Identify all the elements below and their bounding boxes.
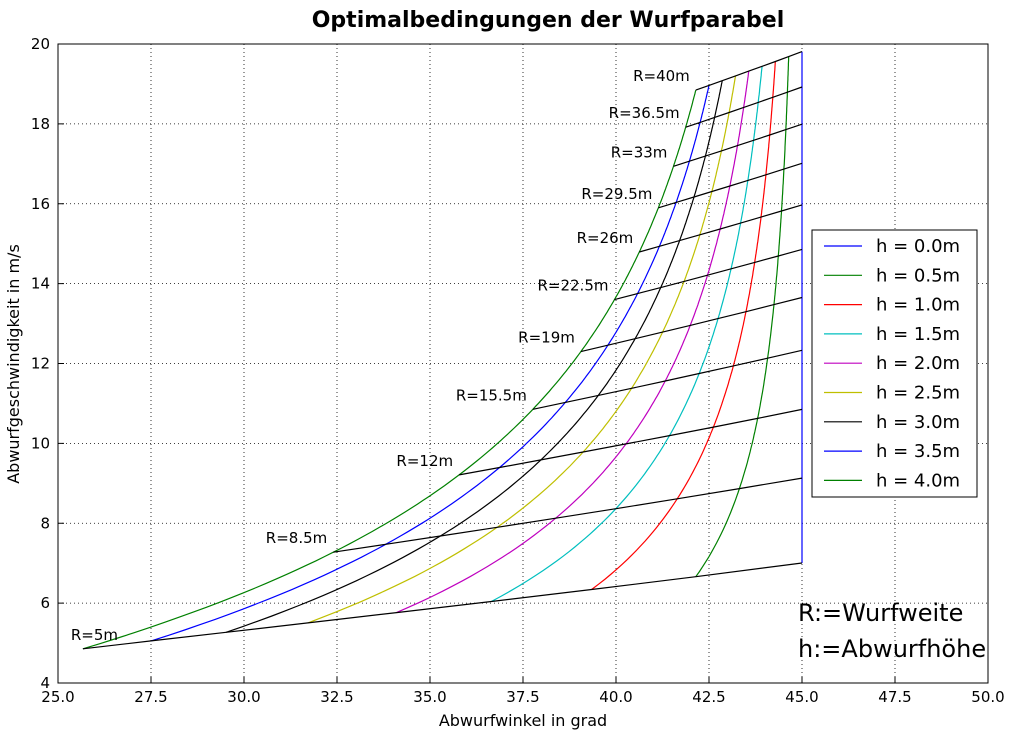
legend-label: h = 1.0m [876, 295, 960, 316]
annotation-height: h:=Abwurfhöhe [798, 635, 986, 663]
legend-label: h = 0.5m [876, 265, 960, 286]
series-line-h-3 [225, 80, 723, 633]
range-label: R=29.5m [581, 185, 652, 203]
range-line [532, 349, 803, 410]
y-tick-label: 12 [31, 355, 50, 373]
range-line [639, 204, 803, 253]
range-line [458, 408, 803, 476]
legend-label: h = 0.0m [876, 236, 960, 257]
curves: R=5m R=8.5m R=12m R=15.5m R=19m R=22.5m R=26m R… [71, 51, 803, 650]
y-tick-label: 18 [31, 115, 50, 133]
x-tick-label: 27.5 [134, 688, 167, 706]
range-line [580, 296, 803, 353]
range-line [695, 51, 803, 91]
x-tick-label: 37.5 [506, 688, 539, 706]
range-line [614, 248, 803, 301]
series-line-h-1 [591, 61, 776, 590]
annotation-range: R:=Wurfweite [798, 599, 963, 627]
x-tick-label: 42.5 [692, 688, 725, 706]
range-label: R=33m [611, 143, 668, 161]
x-axis-label: Abwurfwinkel in grad [439, 711, 607, 730]
range-label: R=40m [633, 67, 690, 85]
x-tick-label: 47.5 [878, 688, 911, 706]
range-label: R=15.5m [456, 386, 527, 404]
y-tick-label: 6 [40, 594, 50, 612]
legend-label: h = 3.5m [876, 441, 960, 462]
y-tick-label: 14 [31, 275, 50, 293]
range-line [673, 123, 803, 167]
range-label: R=12m [396, 452, 453, 470]
x-tick-label: 30.0 [227, 688, 260, 706]
legend-label: h = 3.0m [876, 412, 960, 433]
range-line [333, 477, 803, 553]
x-tick-label: 40.0 [599, 688, 632, 706]
y-tick-label: 16 [31, 195, 50, 213]
range-line [82, 562, 803, 650]
x-tick-label: 50.0 [971, 688, 1004, 706]
series-line-h-0.5 [695, 56, 790, 578]
range-line [658, 162, 803, 209]
legend-label: h = 2.0m [876, 353, 960, 374]
ticks: 25.0 27.5 30.0 32.5 35.0 37.5 40.0 42.5 45.0 47.5… [31, 35, 1005, 706]
range-label: R=26m [577, 229, 634, 247]
chart-title: Optimalbedingungen der Wurfparabel [312, 8, 785, 33]
series-line-h-2.5 [307, 75, 737, 624]
legend: h = 0.0m h = 0.5m h = 1.0m h = 1.5m h = 2.0m… [811, 229, 978, 498]
x-tick-label: 35.0 [413, 688, 446, 706]
legend-label: h = 2.5m [876, 383, 960, 404]
x-tick-label: 25.0 [41, 688, 74, 706]
range-label: R=19m [518, 329, 575, 347]
y-tick-label: 8 [40, 514, 50, 532]
range-label: R=5m [71, 626, 118, 644]
range-label: R=22.5m [537, 277, 608, 295]
y-axis-label: Abwurfgeschwindigkeit in m/s [4, 244, 23, 484]
range-label: R=8.5m [266, 529, 327, 547]
y-tick-label: 4 [40, 674, 50, 692]
x-tick-label: 45.0 [785, 688, 818, 706]
legend-label: h = 1.5m [876, 324, 960, 345]
range-label: R=36.5m [609, 104, 680, 122]
range-line [685, 86, 803, 128]
y-tick-label: 20 [31, 35, 50, 53]
y-tick-label: 10 [31, 434, 50, 452]
x-tick-label: 32.5 [320, 688, 353, 706]
legend-label: h = 4.0m [876, 470, 960, 491]
grid [58, 44, 988, 683]
